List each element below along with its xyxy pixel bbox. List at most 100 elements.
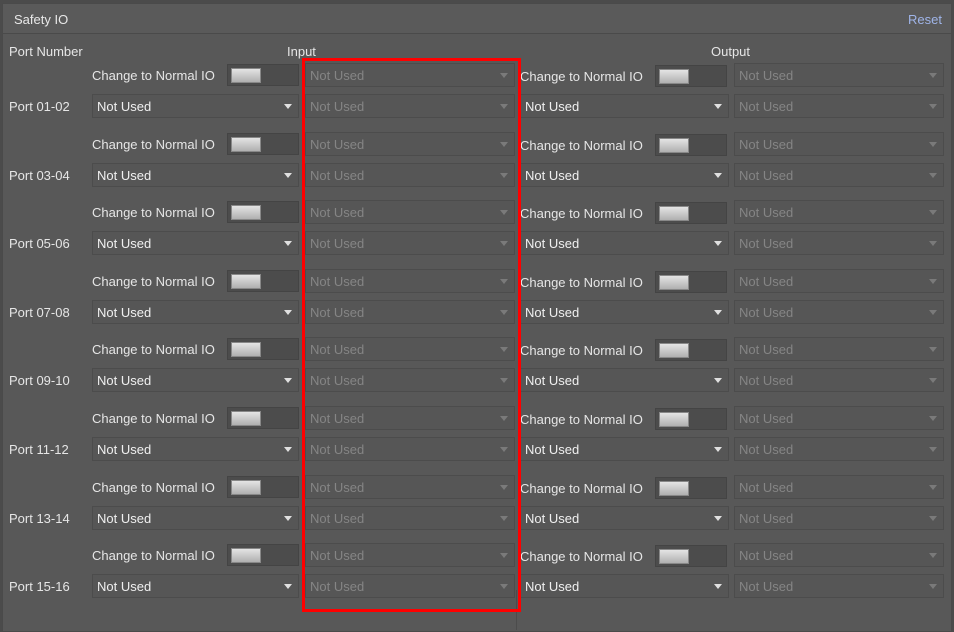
output-normal-io-toggle[interactable] bbox=[655, 477, 727, 499]
chevron-down-icon bbox=[714, 584, 722, 589]
chevron-down-icon bbox=[929, 310, 937, 315]
output-mode-select[interactable]: Not Used bbox=[520, 231, 729, 255]
select-value: Not Used bbox=[739, 236, 794, 251]
port-label: Port 01-02 bbox=[9, 99, 70, 114]
output-mode-select[interactable]: Not Used bbox=[520, 368, 729, 392]
input-normal-io-toggle[interactable] bbox=[227, 201, 299, 223]
select-value: Not Used bbox=[739, 342, 794, 357]
select-value: Not Used bbox=[310, 480, 365, 495]
chevron-down-icon bbox=[929, 142, 937, 147]
output-bottom-select: Not Used bbox=[734, 300, 944, 324]
chevron-down-icon bbox=[284, 241, 292, 246]
output-normal-io-toggle[interactable] bbox=[655, 65, 727, 87]
input-bottom-select: Not Used bbox=[305, 368, 515, 392]
output-top-select: Not Used bbox=[734, 475, 944, 499]
output-mode-select[interactable]: Not Used bbox=[520, 163, 729, 187]
toggle-knob bbox=[659, 343, 689, 358]
toggle-knob bbox=[659, 206, 689, 221]
output-toggle-label: Change to Normal IO bbox=[520, 69, 643, 84]
input-header: Input bbox=[287, 44, 316, 59]
input-toggle-label: Change to Normal IO bbox=[92, 480, 215, 495]
toggle-knob bbox=[659, 481, 689, 496]
port-label: Port 07-08 bbox=[9, 305, 70, 320]
input-top-select: Not Used bbox=[305, 406, 515, 430]
chevron-down-icon bbox=[929, 485, 937, 490]
output-toggle-label: Change to Normal IO bbox=[520, 343, 643, 358]
chevron-down-icon bbox=[929, 279, 937, 284]
output-mode-select[interactable]: Not Used bbox=[520, 94, 729, 118]
input-normal-io-toggle[interactable] bbox=[227, 133, 299, 155]
output-normal-io-toggle[interactable] bbox=[655, 202, 727, 224]
chevron-down-icon bbox=[929, 347, 937, 352]
chevron-down-icon bbox=[284, 584, 292, 589]
chevron-down-icon bbox=[500, 279, 508, 284]
output-top-select: Not Used bbox=[734, 63, 944, 87]
select-value: Not Used bbox=[310, 442, 365, 457]
output-normal-io-toggle[interactable] bbox=[655, 339, 727, 361]
output-normal-io-toggle[interactable] bbox=[655, 134, 727, 156]
chevron-down-icon bbox=[284, 516, 292, 521]
chevron-down-icon bbox=[500, 347, 508, 352]
input-normal-io-toggle[interactable] bbox=[227, 270, 299, 292]
input-normal-io-toggle[interactable] bbox=[227, 338, 299, 360]
input-toggle-label: Change to Normal IO bbox=[92, 205, 215, 220]
input-mode-select[interactable]: Not Used bbox=[92, 231, 299, 255]
input-normal-io-toggle[interactable] bbox=[227, 544, 299, 566]
select-value: Not Used bbox=[310, 511, 365, 526]
chevron-down-icon bbox=[714, 173, 722, 178]
select-value: Not Used bbox=[97, 373, 152, 388]
chevron-down-icon bbox=[929, 447, 937, 452]
select-value: Not Used bbox=[525, 442, 580, 457]
output-top-select: Not Used bbox=[734, 269, 944, 293]
chevron-down-icon bbox=[500, 142, 508, 147]
input-normal-io-toggle[interactable] bbox=[227, 476, 299, 498]
select-value: Not Used bbox=[739, 373, 794, 388]
toggle-knob bbox=[659, 69, 689, 84]
output-bottom-select: Not Used bbox=[734, 231, 944, 255]
output-mode-select[interactable]: Not Used bbox=[520, 574, 729, 598]
select-value: Not Used bbox=[310, 205, 365, 220]
input-mode-select[interactable]: Not Used bbox=[92, 94, 299, 118]
output-bottom-select: Not Used bbox=[734, 506, 944, 530]
select-value: Not Used bbox=[310, 411, 365, 426]
input-toggle-label: Change to Normal IO bbox=[92, 68, 215, 83]
reset-link[interactable]: Reset bbox=[908, 12, 942, 27]
input-normal-io-toggle[interactable] bbox=[227, 407, 299, 429]
input-mode-select[interactable]: Not Used bbox=[92, 574, 299, 598]
select-value: Not Used bbox=[739, 480, 794, 495]
select-value: Not Used bbox=[97, 99, 152, 114]
chevron-down-icon bbox=[500, 485, 508, 490]
toggle-knob bbox=[659, 138, 689, 153]
select-value: Not Used bbox=[310, 168, 365, 183]
input-mode-select[interactable]: Not Used bbox=[92, 368, 299, 392]
input-mode-select[interactable]: Not Used bbox=[92, 300, 299, 324]
chevron-down-icon bbox=[929, 516, 937, 521]
toggle-knob bbox=[231, 411, 261, 426]
input-normal-io-toggle[interactable] bbox=[227, 64, 299, 86]
output-bottom-select: Not Used bbox=[734, 574, 944, 598]
output-normal-io-toggle[interactable] bbox=[655, 271, 727, 293]
input-toggle-label: Change to Normal IO bbox=[92, 274, 215, 289]
toggle-knob bbox=[659, 275, 689, 290]
output-mode-select[interactable]: Not Used bbox=[520, 437, 729, 461]
input-bottom-select: Not Used bbox=[305, 574, 515, 598]
input-mode-select[interactable]: Not Used bbox=[92, 437, 299, 461]
output-normal-io-toggle[interactable] bbox=[655, 545, 727, 567]
output-top-select: Not Used bbox=[734, 337, 944, 361]
output-normal-io-toggle[interactable] bbox=[655, 408, 727, 430]
select-value: Not Used bbox=[739, 205, 794, 220]
input-toggle-label: Change to Normal IO bbox=[92, 137, 215, 152]
input-bottom-select: Not Used bbox=[305, 231, 515, 255]
input-bottom-select: Not Used bbox=[305, 300, 515, 324]
select-value: Not Used bbox=[739, 305, 794, 320]
chevron-down-icon bbox=[929, 73, 937, 78]
port-label: Port 13-14 bbox=[9, 511, 70, 526]
input-mode-select[interactable]: Not Used bbox=[92, 506, 299, 530]
chevron-down-icon bbox=[500, 104, 508, 109]
output-mode-select[interactable]: Not Used bbox=[520, 506, 729, 530]
input-mode-select[interactable]: Not Used bbox=[92, 163, 299, 187]
input-top-select: Not Used bbox=[305, 337, 515, 361]
output-toggle-label: Change to Normal IO bbox=[520, 206, 643, 221]
output-mode-select[interactable]: Not Used bbox=[520, 300, 729, 324]
chevron-down-icon bbox=[714, 516, 722, 521]
